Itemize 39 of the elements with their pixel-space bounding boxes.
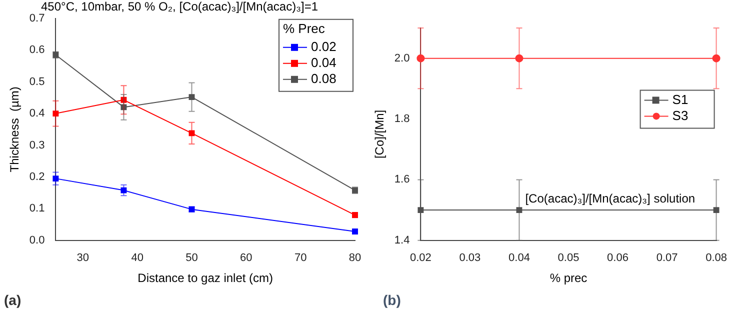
- x-tick-label: 70: [294, 252, 307, 264]
- chart-title: 450°C, 10mbar, 50 % O₂, [Co(acac)₃]/[Mn(acac)₃]=1: [40, 0, 318, 14]
- y-axis-title: [Co]/[Mn]: [372, 110, 387, 159]
- legend-title: % Prec: [283, 20, 326, 36]
- y-tick-label: 2.0: [394, 52, 410, 64]
- x-tick-label: 80: [348, 252, 362, 264]
- y-tick-label: 1.6: [394, 174, 410, 186]
- x-tick-label: 50: [186, 252, 198, 264]
- x-axis-title: % prec: [550, 271, 588, 286]
- y-tick-label: 0.0: [29, 234, 45, 246]
- y-axis-title: Thickness (µm): [8, 86, 22, 172]
- y-tick-label: 1.4: [394, 234, 410, 246]
- y-tick-label: 0.4: [29, 108, 45, 120]
- y-tick-label: 0.3: [29, 139, 45, 152]
- x-tick-label: 0.06: [607, 252, 628, 264]
- x-tick-label: 0.07: [656, 252, 678, 264]
- x-tick-label: 0.03: [459, 252, 481, 264]
- y-tick-label: 0.5: [29, 76, 45, 88]
- x-tick-label: 0.05: [558, 252, 580, 264]
- legend-label: S1: [672, 92, 688, 107]
- annotation: [Co(acac)₃]/[Mn(acac)₃] solution: [525, 191, 696, 206]
- text: (b): [383, 292, 401, 308]
- x-tick-label: 60: [240, 252, 252, 264]
- x-axis-title: Distance to gaz inlet (cm): [138, 271, 274, 286]
- x-tick-label: 0.08: [706, 252, 728, 264]
- x-tick-label: 40: [131, 252, 144, 264]
- x-tick-label: 0.02: [410, 252, 432, 264]
- y-tick-label: 1.8: [394, 113, 410, 126]
- x-tick-label: 30: [76, 252, 90, 264]
- legend-label: 0.08: [311, 70, 336, 86]
- y-tick-label: 0.7: [29, 12, 45, 24]
- text: (a): [4, 292, 22, 308]
- legend-label: 0.04: [311, 54, 336, 70]
- y-tick-label: 0.1: [29, 202, 45, 215]
- legend-label: 0.02: [311, 38, 336, 54]
- y-tick-label: 0.6: [29, 44, 45, 56]
- legend-label: S3: [672, 108, 688, 123]
- y-tick-label: 0.2: [29, 171, 45, 184]
- x-tick-label: 0.04: [508, 252, 530, 264]
